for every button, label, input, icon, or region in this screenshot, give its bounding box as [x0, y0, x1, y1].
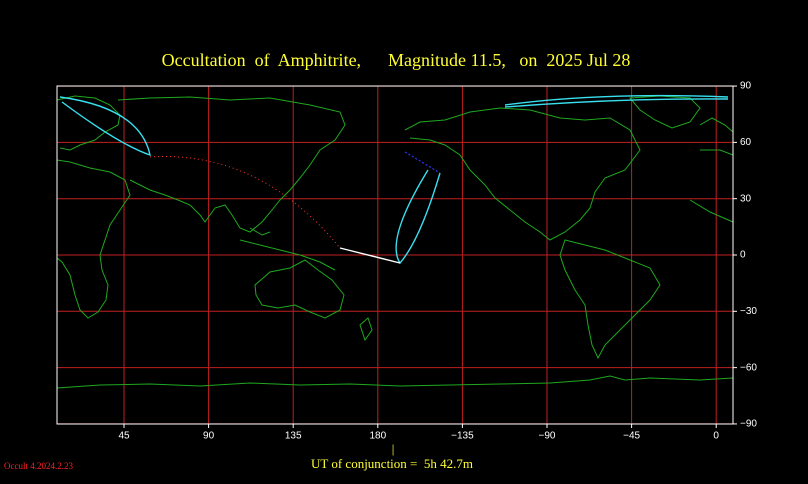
shadow-paths — [59, 94, 729, 265]
lat-tick-label: 60 — [740, 137, 752, 148]
lon-tick-label: −90 — [539, 431, 556, 442]
central-line-twilight — [404, 151, 441, 174]
central-line-night — [149, 156, 341, 249]
lat-tick-label: 90 — [740, 81, 752, 92]
lon-tick-label: 0 — [713, 431, 719, 442]
lon-tick-label: 90 — [203, 431, 215, 442]
central-line — [339, 247, 401, 264]
coastline — [404, 107, 641, 241]
lat-tick-label: −30 — [740, 306, 757, 317]
coastline — [239, 227, 336, 271]
conjunction-marker: | — [392, 441, 395, 456]
lat-tick-label: 30 — [740, 193, 752, 204]
lon-tick-label: 45 — [118, 431, 130, 442]
coastline — [628, 95, 734, 223]
shadow-limit — [59, 96, 151, 157]
lat-tick-label: −90 — [740, 419, 757, 430]
lat-tick-label: 0 — [740, 250, 746, 261]
coastline — [56, 375, 734, 389]
map-title: Occultation of Amphitrite, Magnitude 11.… — [162, 50, 631, 70]
coastline — [117, 96, 346, 233]
conjunction-time: UT of conjunction = 5h 42.7m — [311, 456, 473, 471]
version: Occult 4.2024.2.23 — [4, 461, 73, 471]
coastlines — [56, 95, 734, 389]
graticule — [57, 85, 733, 425]
shadow-limit — [504, 94, 729, 108]
lat-tick-label: −60 — [740, 362, 757, 373]
coastline — [559, 239, 661, 360]
lon-tick-label: −45 — [623, 431, 640, 442]
coastline — [56, 95, 131, 319]
lon-tick-label: 135 — [285, 431, 302, 442]
lon-tick-label: −135 — [451, 431, 474, 442]
coastline — [254, 259, 373, 342]
lon-tick-label: 180 — [369, 431, 386, 442]
